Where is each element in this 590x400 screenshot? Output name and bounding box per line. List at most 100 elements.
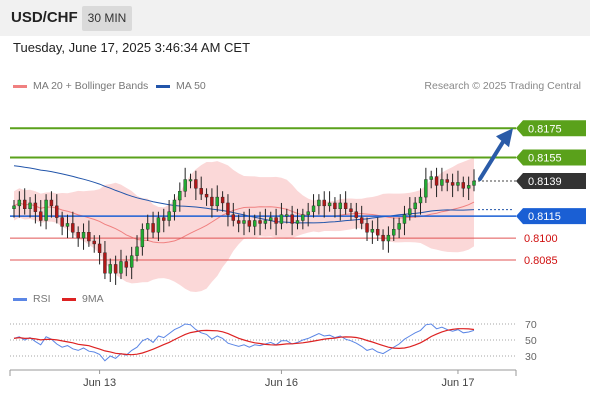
candle-body [269,217,273,221]
legend-ma20-bb: MA 20 + Bollinger Bands [13,80,148,92]
research-credit: Research © 2025 Trading Central [424,80,581,92]
candle-body [306,211,310,215]
candle-body [466,185,471,189]
legend-9ma-label: 9MA [82,293,104,305]
candle-body [156,217,161,233]
x-axis-label: Jun 13 [83,377,116,389]
candle-body [226,202,230,215]
candle-body [252,220,257,227]
rsi-layer: 70 50 30 [10,319,537,363]
support-label-0-8085: 0.8085 [524,255,558,267]
ma20-line [13,201,475,244]
symbol-title: USD/CHF [11,9,78,26]
candle-body [167,211,171,221]
candle-body [44,199,48,221]
candle-body [113,264,118,274]
candle-body [343,202,348,210]
candle-body [129,255,134,268]
candle-body [365,223,369,233]
candle-body [242,220,246,224]
timeframe-button[interactable]: 30 MIN [82,6,132,31]
rsi-tick-50: 50 [525,335,537,347]
price-level-layer: 0.8175 0.8155 0.8139 0.8115 0.8100 0.8085 [10,120,586,267]
candle-body [461,182,466,189]
candle-body [424,179,428,198]
candle-body [338,202,342,210]
candle-body [445,179,449,183]
candle-body [33,202,38,212]
legend-rsi: RSI [13,293,51,305]
candle-body [87,232,91,242]
candle-body [103,252,107,274]
rsi-line [13,323,475,362]
candle-body [322,199,326,207]
candle-body [188,179,193,182]
candle-body [92,240,96,245]
candle-body [274,217,278,224]
forecast-arrow-layer [478,128,513,181]
candle-body [290,214,294,224]
legend-ma50-label: MA 50 [176,80,206,92]
candle-body [263,220,268,224]
ma50-swatch [156,84,170,88]
candle-body [381,234,385,242]
candle-body [81,232,86,239]
candle-body [418,196,423,204]
candle-body [194,179,198,189]
candle-body [183,179,187,192]
candle-body [22,199,27,210]
candle-body [413,202,417,210]
header-bar: USD/CHF 30 MIN [0,0,590,36]
candle-body [386,234,391,242]
candle-body [76,232,80,239]
candle-body [204,193,209,198]
candle-body [349,208,353,212]
candle-body [285,214,289,217]
pivot-tag [516,208,586,225]
candle-body [440,179,444,186]
rsi-tick-30: 30 [525,351,537,363]
candle-body [429,176,433,180]
candle-body [397,223,401,230]
candle-body [12,205,16,209]
candle-body [231,214,236,221]
candle-body [178,191,182,201]
candle-body [49,199,54,207]
x-axis-label: Jun 17 [441,377,474,389]
candle-body [135,246,139,256]
candle-body [472,180,476,186]
ma20-swatch [13,84,27,88]
timestamp: Tuesday, June 17, 2025 3:46:34 AM CET [13,40,251,55]
current-price-label: 0.8139 [528,176,562,188]
candle-body [456,182,460,186]
candle-body [392,229,396,236]
candle-body [55,205,59,218]
candle-body [376,229,380,236]
support-label-0-8100: 0.8100 [524,233,558,245]
candle-body [199,188,203,195]
forecast-arrow-shaft [478,138,506,181]
candle-body [65,223,70,227]
candle-body [220,196,225,204]
candle-body [108,264,112,274]
candle-body [317,199,321,207]
candle-body [333,202,337,210]
candle-body [450,182,455,186]
candle-body [97,243,102,253]
candle-body [359,217,364,224]
candle-body [210,196,214,207]
candle-body [402,214,407,224]
legend-rsi-label: RSI [33,293,51,305]
candle-body [311,205,316,212]
candle-body [119,261,123,274]
candle-body [28,202,32,210]
candle-body [60,217,64,227]
x-axis-label: Jun 16 [265,377,298,389]
resistance-label-0-8155: 0.8155 [528,153,562,165]
legend-ma20-label: MA 20 + Bollinger Bands [33,80,149,92]
candle-body [327,202,332,207]
pivot-label: 0.8115 [528,211,561,223]
candle-body [146,223,150,230]
legend-9ma: 9MA [62,293,104,305]
